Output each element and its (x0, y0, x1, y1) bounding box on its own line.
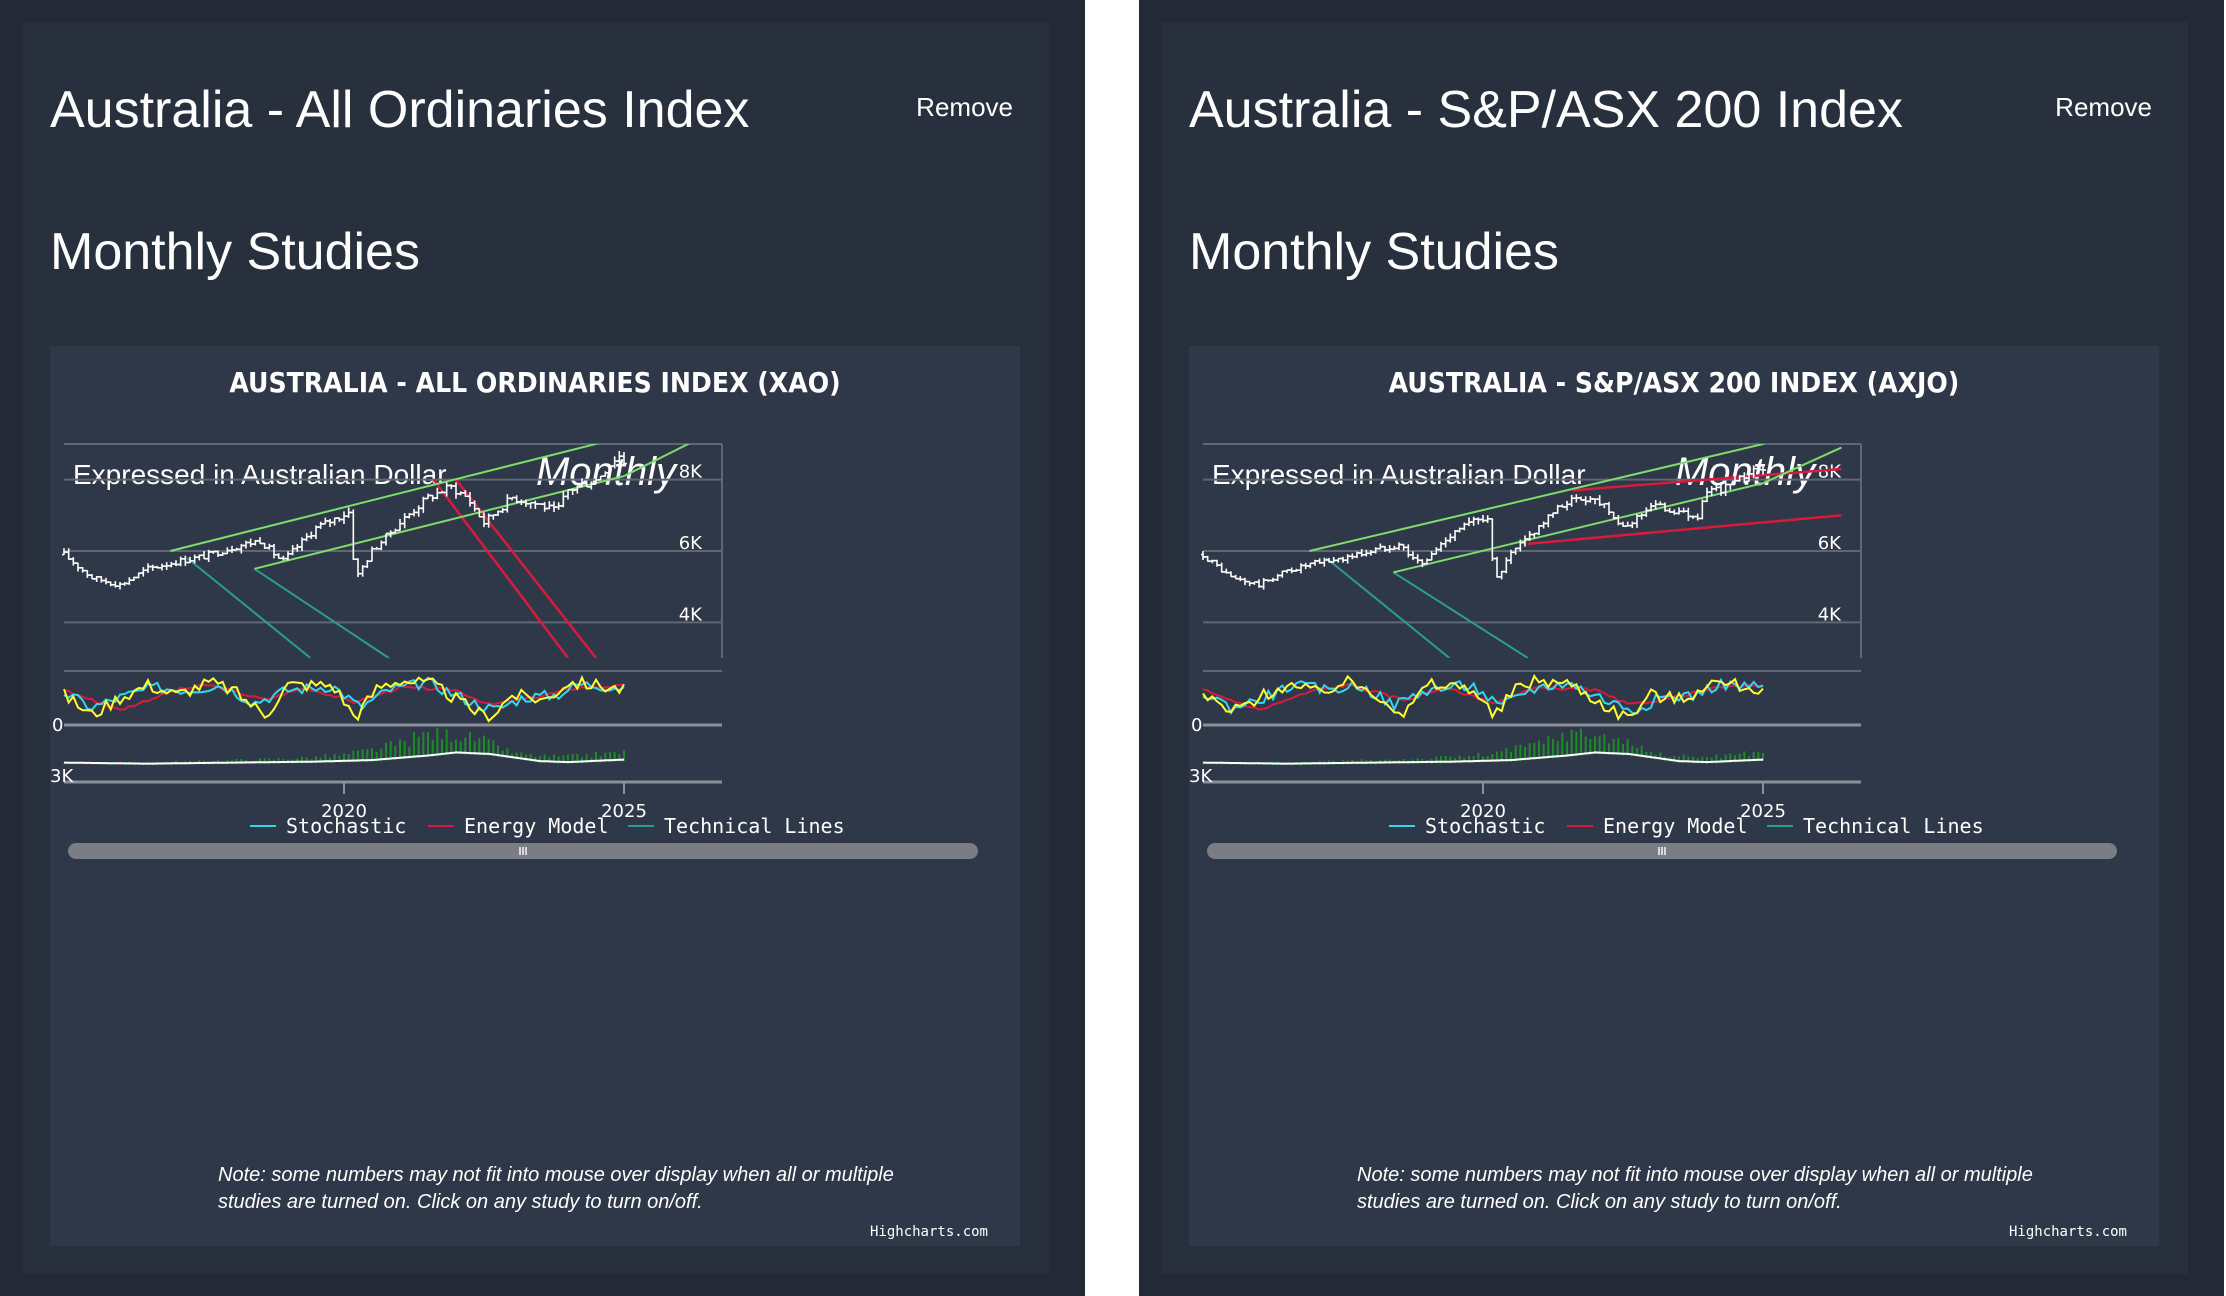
legend: Stochastic Energy Model Technical Lines (1389, 814, 1984, 838)
panel-axjo: Australia - S&P/ASX 200 Index Remove Mon… (1139, 0, 2224, 1296)
price-tick-label: 6K (679, 533, 703, 554)
legend-item[interactable]: Stochastic (250, 814, 406, 838)
legend-item[interactable]: Energy Model (428, 814, 609, 838)
legend-item[interactable]: Energy Model (1567, 814, 1748, 838)
energy-line (1527, 514, 1842, 546)
note-text: Note: some numbers may not fit into mous… (1357, 1164, 2033, 1213)
remove-button[interactable]: Remove (2055, 92, 2152, 122)
legend-label: Stochastic (1425, 814, 1545, 838)
momentum-tick-label: 3K (1189, 766, 1213, 787)
x-tick-label: 2020 (1460, 801, 1506, 822)
plot-area: 8K 6K 4K 0 3K 2020 2025 (50, 443, 723, 822)
card-xao: Australia - All Ordinaries Index Remove … (22, 22, 1049, 1274)
legend-label: Energy Model (1603, 814, 1748, 838)
note-text: Note: some numbers may not fit into mous… (218, 1164, 894, 1213)
technical-line (1325, 557, 1451, 658)
energy-line (1572, 467, 1842, 492)
legend-item[interactable]: Stochastic (1389, 814, 1545, 838)
grip-lines-icon[interactable] (519, 847, 527, 855)
chart-panel-xao: AUSTRALIA - ALL ORDINARIES INDEX (XAO) E… (50, 346, 1020, 1246)
currency-label: Expressed in Australian Dollar (73, 459, 447, 490)
plot-area: 8K 6K 4K 0 3K 2020 2025 (1189, 443, 1862, 822)
momentum-line (64, 751, 625, 765)
panel-xao: Australia - All Ordinaries Index Remove … (0, 0, 1085, 1296)
momentum-tick-label: 3K (50, 766, 74, 787)
credits-link[interactable]: Highcharts.com (870, 1224, 988, 1240)
legend-label: Stochastic (286, 814, 406, 838)
stochastic-k-line (63, 675, 625, 723)
section-title: Monthly Studies (1189, 223, 1559, 281)
technical-line (186, 557, 312, 658)
channel-line (170, 444, 600, 552)
credits-link[interactable]: Highcharts.com (2009, 1224, 2127, 1240)
price-tick-label: 4K (679, 604, 703, 625)
panel-title: Australia - All Ordinaries Index (50, 81, 750, 139)
x-tick-label: 2025 (601, 801, 647, 822)
grip-lines-icon[interactable] (1658, 847, 1666, 855)
price-tick-label: 6K (1818, 533, 1842, 554)
section-title: Monthly Studies (50, 223, 420, 281)
period-label: Monthly (536, 450, 679, 494)
currency-label: Expressed in Australian Dollar (1212, 459, 1586, 490)
energy-model-line (1202, 683, 1764, 711)
technical-line (1392, 571, 1529, 658)
chart-panel-axjo: AUSTRALIA - S&P/ASX 200 INDEX (AXJO) Exp… (1189, 346, 2159, 1246)
stochastic-d-line (63, 676, 625, 713)
energy-line (432, 478, 569, 658)
card-axjo: Australia - S&P/ASX 200 Index Remove Mon… (1161, 22, 2188, 1274)
price-series (1201, 444, 1842, 658)
panel-title: Australia - S&P/ASX 200 Index (1189, 81, 1903, 139)
price-tick-label: 8K (1818, 462, 1842, 483)
x-tick-label: 2025 (1740, 801, 1786, 822)
technical-line (253, 568, 390, 658)
legend-label: Technical Lines (1803, 814, 1984, 838)
legend-item[interactable]: Technical Lines (1767, 814, 1984, 838)
legend: Stochastic Energy Model Technical Lines (250, 814, 845, 838)
price-series (62, 444, 691, 658)
legend-label: Technical Lines (664, 814, 845, 838)
channel-line (1393, 446, 1842, 574)
chart-title: AUSTRALIA - ALL ORDINARIES INDEX (XAO) (229, 366, 840, 399)
x-tick-label: 2020 (321, 801, 367, 822)
stochastic-d-line (1202, 677, 1764, 715)
momentum-line (1203, 751, 1764, 765)
legend-item[interactable]: Technical Lines (628, 814, 845, 838)
price-tick-label: 8K (679, 462, 703, 483)
remove-button[interactable]: Remove (916, 92, 1013, 122)
price-tick-label: 4K (1818, 604, 1842, 625)
chart-svg-xao[interactable]: AUSTRALIA - ALL ORDINARIES INDEX (XAO) E… (50, 346, 1020, 1246)
stochastic-tick-label: 0 (1191, 715, 1202, 736)
channel-line (1309, 444, 1766, 552)
stochastic-k-line (1202, 673, 1764, 722)
chart-title: AUSTRALIA - S&P/ASX 200 INDEX (AXJO) (1389, 366, 1960, 399)
stochastic-tick-label: 0 (52, 715, 63, 736)
legend-label: Energy Model (464, 814, 609, 838)
chart-svg-axjo[interactable]: AUSTRALIA - S&P/ASX 200 INDEX (AXJO) Exp… (1189, 346, 2159, 1246)
channel-line (254, 444, 691, 570)
